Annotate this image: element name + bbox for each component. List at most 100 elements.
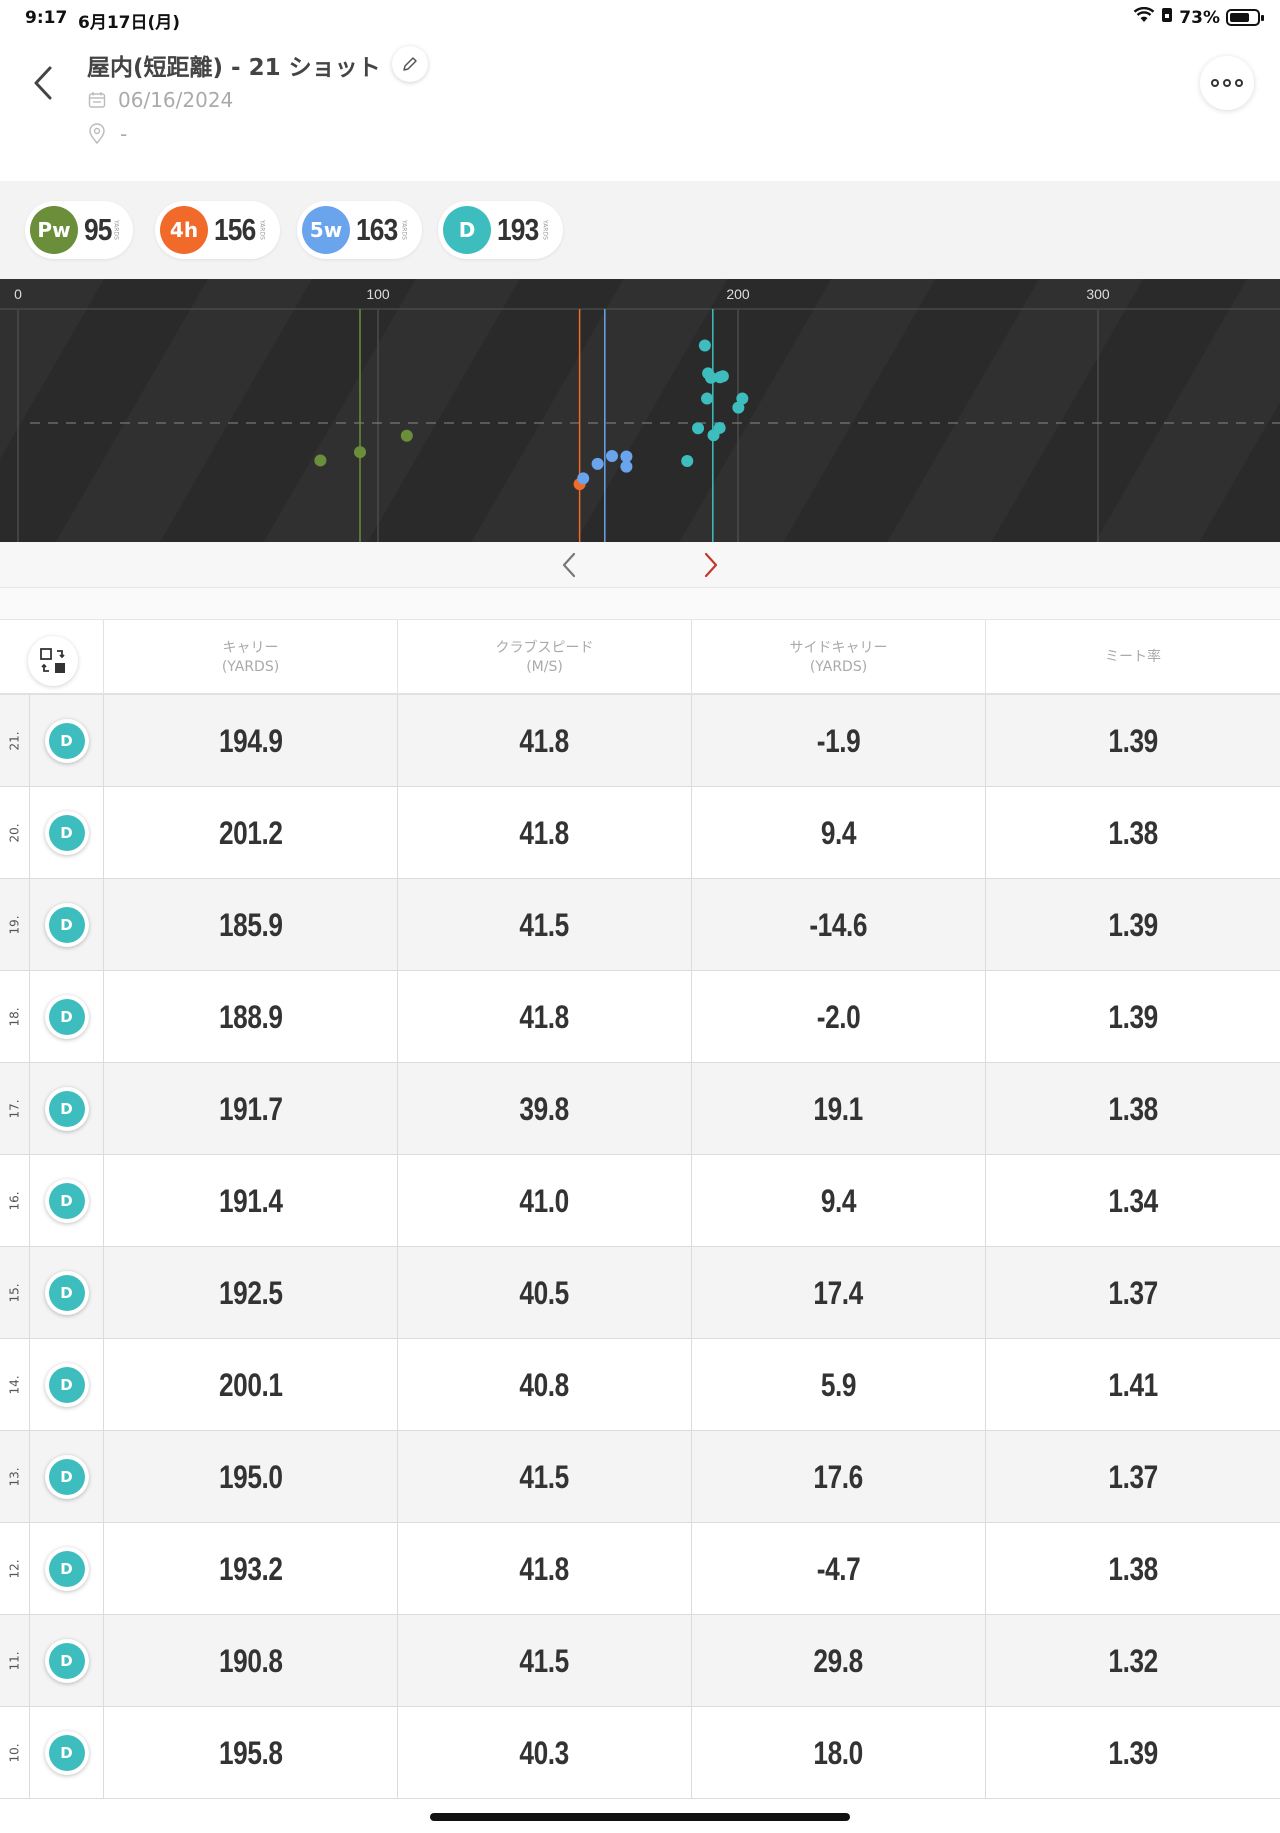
carry-cell: 201.2 [103,787,397,879]
status-bar: 9:17 6月17日(月) 73% [0,0,1280,36]
club-average-distance: 156 [214,212,256,247]
row-club-cell: D [30,1063,104,1155]
shot-point-5w [620,450,633,463]
club-chip-5w[interactable]: 5w 163 YARDS [297,201,422,259]
shot-point-d [707,429,720,442]
chevron-right-icon [704,552,718,578]
pencil-icon [403,57,417,71]
side-carry-cell: -1.9 [691,695,985,787]
table-row[interactable]: 12. D 193.2 41.8 -4.7 1.38 [0,1523,1280,1615]
battery-level [1230,13,1249,22]
status-date: 6月17日(月) [78,13,181,33]
club-filter-bar: Pw 95 YARDS 4h 156 YARDS 5w 163 YARDS D 193 YARDS [0,181,1280,279]
table-row[interactable]: 14. D 200.1 40.8 5.9 1.41 [0,1339,1280,1431]
row-club-cell: D [30,1615,104,1707]
column-header-unit: (M/S) [526,658,563,675]
x-tick-label: 100 [366,286,390,302]
club-speed-cell: 41.5 [397,1615,691,1707]
shot-point-d [732,401,745,414]
column-header-carry[interactable]: キャリー (YARDS) [103,620,397,695]
previous-page-button[interactable] [553,548,587,582]
row-club-cell: D [30,971,104,1063]
side-carry-cell: -14.6 [691,879,985,971]
back-button[interactable] [26,56,66,106]
shot-point-5w [591,457,604,470]
side-carry-cell: 9.4 [691,1155,985,1247]
shot-point-5w [606,450,618,463]
swap-columns-button[interactable] [28,636,78,686]
more-dots-icon [1211,79,1219,87]
carry-cell: 191.4 [103,1155,397,1247]
x-tick-label: 300 [1086,286,1110,302]
table-row[interactable]: 20. D 201.2 41.8 9.4 1.38 [0,787,1280,879]
row-club-cell: D [30,1339,104,1431]
club-speed-cell: 39.8 [397,1063,691,1155]
column-header-club-speed[interactable]: クラブスピード (M/S) [397,620,691,695]
row-club-cell: D [30,879,104,971]
shot-point-pw [400,429,413,442]
column-header-label: ミート率 [1105,649,1161,665]
club-average-distance: 95 [84,212,112,247]
smash-factor-cell: 1.39 [985,971,1280,1063]
club-chip-pw[interactable]: Pw 95 YARDS [25,201,134,259]
row-club-cell: D [30,787,104,879]
club-speed-cell: 41.8 [397,971,691,1063]
table-row[interactable]: 16. D 191.4 41.0 9.4 1.34 [0,1155,1280,1247]
shot-table-header: キャリー (YARDS) クラブスピード (M/S) サイドキャリー (YARD… [0,620,1280,695]
column-header-smash-factor[interactable]: ミート率 [985,620,1280,695]
session-title: 屋内(短距離) - 21 ショット [87,55,381,81]
section-divider [0,588,1280,620]
club-average-distance: 163 [356,212,398,247]
club-d-icon: D [44,903,89,947]
club-d-icon: D [44,719,89,763]
smash-factor-cell: 1.32 [985,1615,1280,1707]
shot-point-d [705,371,717,384]
edit-title-button[interactable] [392,46,428,82]
status-indicators: 73% [1133,6,1264,28]
club-d-icon: D [44,1087,89,1131]
home-indicator[interactable] [430,1813,850,1821]
carry-cell: 195.0 [103,1431,397,1523]
table-row[interactable]: 10. D 195.8 40.3 18.0 1.39 [0,1707,1280,1799]
smash-factor-cell: 1.38 [985,787,1280,879]
table-row[interactable]: 15. D 192.5 40.5 17.4 1.37 [0,1247,1280,1339]
table-row[interactable]: 11. D 190.8 41.5 29.8 1.32 [0,1615,1280,1707]
column-header-side-carry[interactable]: サイドキャリー (YARDS) [691,620,985,695]
club-speed-cell: 41.5 [397,1431,691,1523]
club-chip-d[interactable]: D 193 YARDS [438,201,563,259]
next-page-button[interactable] [693,548,727,582]
table-row[interactable]: 18. D 188.9 41.8 -2.0 1.39 [0,971,1280,1063]
chart-pager [0,542,1280,588]
carry-cell: 192.5 [103,1247,397,1339]
chevron-left-icon [34,66,52,100]
more-options-button[interactable] [1200,56,1254,110]
shot-number: 13. [0,1431,30,1523]
table-row[interactable]: 13. D 195.0 41.5 17.6 1.37 [0,1431,1280,1523]
shot-number: 16. [0,1155,30,1247]
carry-cell: 190.8 [103,1615,397,1707]
chevron-left-icon [562,552,576,578]
table-row[interactable]: 17. D 191.7 39.8 19.1 1.38 [0,1063,1280,1155]
club-badge-icon: D [443,206,491,254]
club-badge-icon: 4h [160,206,208,254]
row-club-cell: D [30,1707,104,1799]
x-tick-label: 0 [14,286,22,302]
club-speed-cell: 41.0 [397,1155,691,1247]
club-speed-cell: 41.8 [397,695,691,787]
smash-factor-cell: 1.37 [985,1431,1280,1523]
table-row[interactable]: 19. D 185.9 41.5 -14.6 1.39 [0,879,1280,971]
club-distance-unit: YARDS [400,220,408,240]
side-carry-cell: 17.6 [691,1431,985,1523]
shot-number: 11. [0,1615,30,1707]
club-average-distance: 193 [497,212,539,247]
side-carry-cell: -4.7 [691,1523,985,1615]
battery-icon [1226,9,1264,26]
club-d-icon: D [44,1179,89,1223]
club-d-icon: D [44,1363,89,1407]
shot-point-d [701,392,714,405]
row-club-cell: D [30,1155,104,1247]
table-row[interactable]: 21. D 194.9 41.8 -1.9 1.39 [0,695,1280,787]
club-chip-4h[interactable]: 4h 156 YARDS [155,201,280,259]
side-carry-cell: 29.8 [691,1615,985,1707]
club-speed-cell: 41.8 [397,787,691,879]
